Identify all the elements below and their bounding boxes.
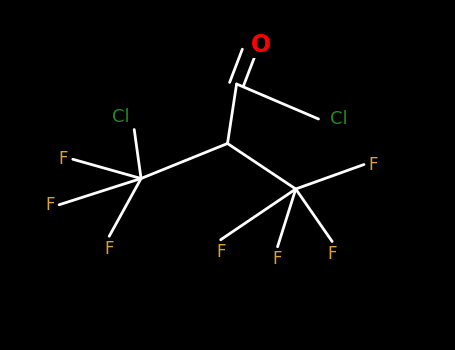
- Text: F: F: [328, 245, 337, 263]
- Text: Cl: Cl: [330, 110, 348, 128]
- Text: F: F: [105, 240, 114, 258]
- Text: F: F: [216, 243, 225, 261]
- Text: F: F: [273, 250, 282, 268]
- Text: O: O: [251, 34, 271, 57]
- Text: Cl: Cl: [112, 108, 130, 126]
- Text: F: F: [45, 196, 55, 214]
- Text: F: F: [369, 155, 378, 174]
- Text: F: F: [59, 150, 68, 168]
